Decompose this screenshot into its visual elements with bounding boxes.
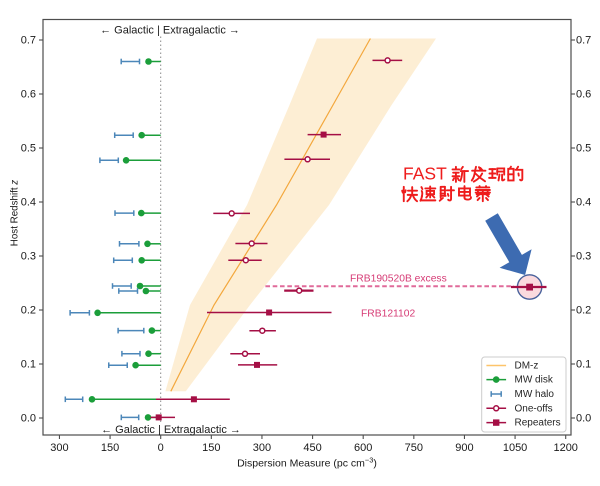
svg-text:1200: 1200 (553, 442, 577, 454)
svg-text:1050: 1050 (503, 442, 527, 454)
svg-text:Host Redshift z: Host Redshift z (10, 180, 21, 247)
svg-text:600: 600 (354, 442, 372, 454)
svg-text:0.1: 0.1 (576, 358, 591, 370)
svg-text:0.5: 0.5 (576, 142, 591, 154)
svg-text:MW disk: MW disk (515, 375, 554, 386)
svg-text:FAST: FAST (403, 164, 447, 184)
svg-text:FRB121102: FRB121102 (361, 309, 415, 320)
svg-text:0.4: 0.4 (21, 196, 36, 208)
svg-text:0.1: 0.1 (21, 358, 36, 370)
svg-text:← Galactic | Extragalactic →: ← Galactic | Extragalactic → (101, 424, 241, 436)
svg-text:MW halo: MW halo (515, 389, 555, 400)
svg-text:Repeaters: Repeaters (515, 418, 561, 429)
svg-text:0.4: 0.4 (576, 196, 591, 208)
svg-text:0.6: 0.6 (576, 88, 591, 100)
svg-text:0.3: 0.3 (21, 250, 36, 262)
svg-text:0.0: 0.0 (576, 412, 591, 424)
svg-text:750: 750 (405, 442, 423, 454)
svg-text:0.5: 0.5 (21, 142, 36, 154)
svg-text:0: 0 (158, 442, 164, 454)
svg-text:300: 300 (253, 442, 271, 454)
svg-text:← Galactic | Extragalactic →: ← Galactic | Extragalactic → (100, 25, 240, 37)
svg-text:0.7: 0.7 (576, 34, 591, 46)
svg-text:Dispersion Measure (pc cm−3): Dispersion Measure (pc cm−3) (237, 455, 377, 470)
svg-text:150: 150 (101, 442, 119, 454)
svg-text:One-offs: One-offs (515, 403, 553, 414)
svg-text:0.3: 0.3 (576, 250, 591, 262)
svg-text:0.2: 0.2 (576, 304, 591, 316)
svg-text:900: 900 (455, 442, 473, 454)
svg-text:0.7: 0.7 (21, 34, 36, 46)
svg-text:300: 300 (50, 442, 68, 454)
svg-text:DM-z: DM-z (515, 361, 539, 372)
svg-text:0.6: 0.6 (21, 88, 36, 100)
svg-text:150: 150 (202, 442, 220, 454)
svg-text:450: 450 (303, 442, 321, 454)
svg-text:0.0: 0.0 (21, 412, 36, 424)
svg-text:0.2: 0.2 (21, 304, 36, 316)
svg-text:FRB190520B excess: FRB190520B excess (350, 274, 447, 285)
